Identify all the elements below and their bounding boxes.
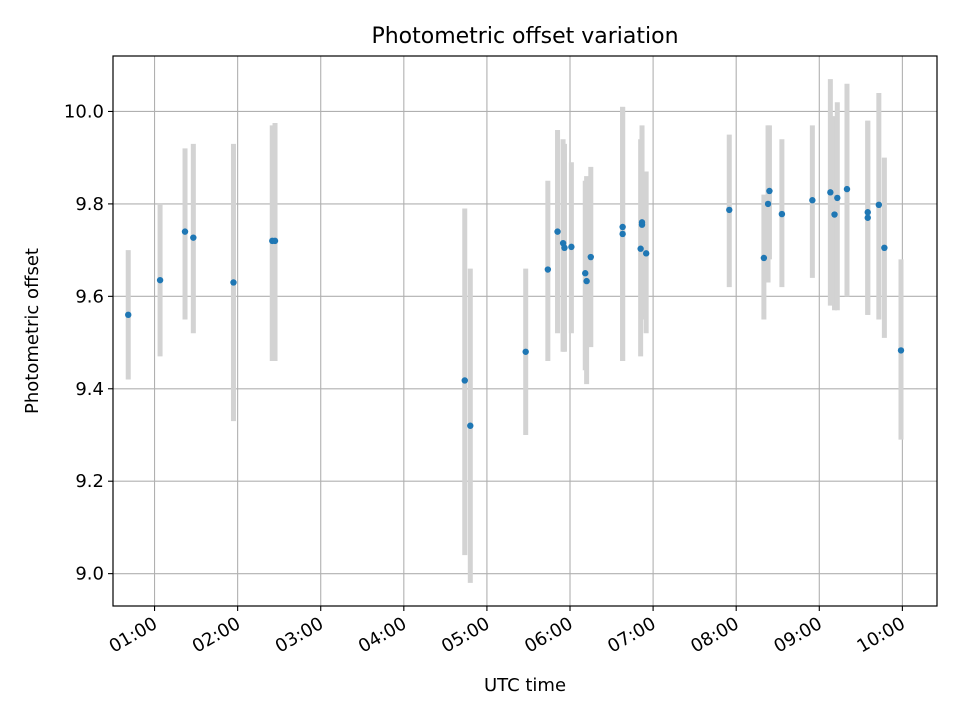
data-point: [190, 234, 197, 241]
data-point: [726, 206, 733, 214]
data-point: [582, 270, 589, 277]
y-tick-label: 9.6: [75, 286, 104, 307]
y-tick-label: 9.0: [75, 564, 104, 585]
data-point: [766, 187, 773, 195]
y-tick-label: 9.8: [75, 194, 104, 215]
data-point: [568, 243, 575, 251]
data-point: [125, 311, 132, 319]
y-tick-label: 9.2: [75, 471, 104, 492]
data-point: [642, 250, 650, 257]
data-point: [864, 209, 871, 216]
chart-title: Photometric offset variation: [371, 24, 678, 49]
plot-frame: [112, 55, 938, 607]
data-point: [619, 230, 626, 238]
y-tick-label: 10.0: [64, 101, 104, 122]
data-point: [181, 228, 189, 235]
data-point: [271, 237, 279, 245]
data-point: [638, 219, 646, 226]
data-point: [864, 214, 871, 221]
data-point: [467, 422, 474, 429]
data-point: [583, 277, 590, 285]
data-point: [619, 223, 626, 231]
data-point: [156, 276, 164, 284]
data-point: [760, 254, 768, 262]
data-point: [809, 197, 816, 204]
data-point: [875, 201, 883, 209]
data-point: [834, 194, 841, 202]
data-point: [461, 377, 468, 384]
y-axis-ticks: 9.0 9.2 9.4 9.6 9.8 10.0: [64, 101, 113, 585]
data-point: [554, 228, 561, 235]
data-point: [637, 245, 644, 252]
x-axis-label: UTC time: [484, 675, 566, 696]
data-point: [827, 189, 834, 196]
y-axis-label: Photometric offset: [22, 248, 43, 414]
data-point: [897, 347, 905, 354]
data-point: [230, 279, 237, 286]
data-point: [544, 266, 552, 273]
data-point: [764, 200, 772, 208]
data-point: [831, 211, 838, 218]
data-point: [522, 348, 529, 355]
y-tick-label: 9.4: [75, 379, 104, 400]
data-point: [587, 253, 594, 261]
data-point: [778, 210, 786, 218]
point-layer: [125, 185, 905, 429]
data-point: [881, 244, 888, 252]
data-point: [561, 244, 568, 252]
data-point: [843, 185, 851, 193]
